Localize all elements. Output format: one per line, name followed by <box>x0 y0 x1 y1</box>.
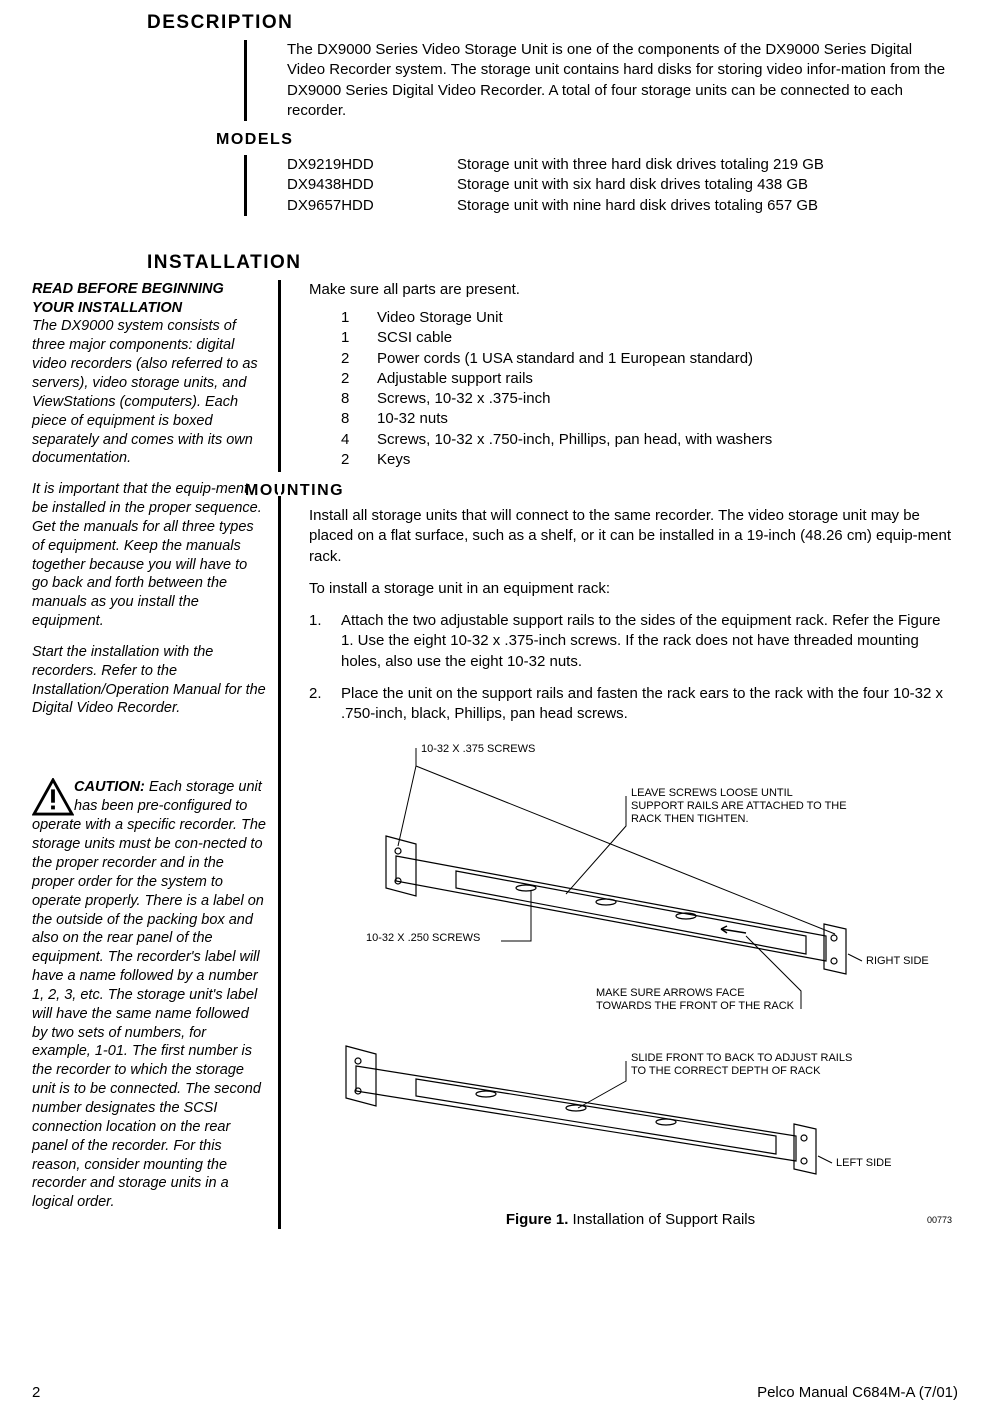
parts-list: 1Video Storage Unit 1SCSI cable 2Power c… <box>341 308 952 470</box>
caution-label: CAUTION: <box>74 779 145 795</box>
model-name: DX9219HDD <box>287 155 457 175</box>
sidebar-para: Start the installation with the recorder… <box>32 643 266 718</box>
step-row: 2. Place the unit on the support rails a… <box>309 684 952 725</box>
figure-id: 00773 <box>927 1215 952 1225</box>
main-content: Make sure all parts are present. 1Video … <box>309 280 958 1230</box>
parts-item: SCSI cable <box>377 328 452 348</box>
callout-b2: SUPPORT RAILS ARE ATTACHED TO THE <box>631 800 847 812</box>
mounting-steps: 1. Attach the two adjustable support rai… <box>309 611 952 724</box>
callout-g: LEFT SIDE <box>836 1157 891 1169</box>
callout-b1: LEAVE SCREWS LOOSE UNTIL <box>631 787 793 799</box>
callout-b3: RACK THEN TIGHTEN. <box>631 813 749 825</box>
parts-row: 2Power cords (1 USA standard and 1 Europ… <box>341 349 952 369</box>
figure-label-rest: Installation of Support Rails <box>568 1211 755 1228</box>
parts-qty: 2 <box>341 450 377 470</box>
parts-qty: 4 <box>341 430 377 450</box>
callout-e1: MAKE SURE ARROWS FACE <box>596 987 745 999</box>
caution-icon <box>32 778 74 816</box>
make-sure-text: Make sure all parts are present. <box>309 280 952 300</box>
step-text: Attach the two adjustable support rails … <box>341 611 952 672</box>
mounting-intro: Install all storage units that will conn… <box>309 506 952 567</box>
parts-item: Adjustable support rails <box>377 369 533 389</box>
parts-qty: 8 <box>341 409 377 429</box>
parts-qty: 2 <box>341 349 377 369</box>
parts-item: Power cords (1 USA standard and 1 Europe… <box>377 349 753 369</box>
model-name: DX9438HDD <box>287 175 457 195</box>
models-heading: MODELS <box>216 131 958 149</box>
model-desc: Storage unit with three hard disk drives… <box>457 155 824 175</box>
models-list: DX9219HDD Storage unit with three hard d… <box>287 155 958 216</box>
description-heading: DESCRIPTION <box>147 12 958 34</box>
parts-item: Video Storage Unit <box>377 308 503 328</box>
model-row: DX9657HDD Storage unit with nine hard di… <box>287 196 958 216</box>
caution-text-body: operate with a specific recorder. The st… <box>32 816 266 1212</box>
main-column: Make sure all parts are present. 1Video … <box>278 280 958 1230</box>
vertical-rule <box>244 155 247 216</box>
figure-label-bold: Figure 1. <box>506 1211 569 1228</box>
parts-item: Screws, 10-32 x .375-inch <box>377 389 550 409</box>
step-row: 1. Attach the two adjustable support rai… <box>309 611 952 672</box>
parts-row: 4Screws, 10-32 x .750-inch, Phillips, pa… <box>341 430 952 450</box>
caution-block: CAUTION: Each storage unit has been pre-… <box>32 778 266 816</box>
page-number: 2 <box>32 1384 40 1401</box>
sidebar-para: The DX9000 system consists of three majo… <box>32 317 266 468</box>
description-text: The DX9000 Series Video Storage Unit is … <box>287 40 948 121</box>
manual-id: Pelco Manual C684M-A (7/01) <box>757 1384 958 1401</box>
installation-wrap: READ BEFORE BEGINNING YOUR INSTALLATION … <box>32 280 958 1230</box>
sidebar-para: It is important that the equip-ment be i… <box>32 480 266 631</box>
parts-row: 8Screws, 10-32 x .375-inch <box>341 389 952 409</box>
parts-row: 2Keys <box>341 450 952 470</box>
model-row: DX9219HDD Storage unit with three hard d… <box>287 155 958 175</box>
model-name: DX9657HDD <box>287 196 457 216</box>
parts-qty: 2 <box>341 369 377 389</box>
step-text: Place the unit on the support rails and … <box>341 684 952 725</box>
figure-svg: 10-32 X .375 SCREWS LEAVE SCREWS LOOSE U… <box>326 736 936 1196</box>
parts-item: Screws, 10-32 x .750-inch, Phillips, pan… <box>377 430 772 450</box>
parts-row: 1Video Storage Unit <box>341 308 952 328</box>
callout-f2: TO THE CORRECT DEPTH OF RACK <box>631 1065 821 1077</box>
caution-text-head: CAUTION: Each storage unit has been pre-… <box>74 778 266 816</box>
page-footer: 2 Pelco Manual C684M-A (7/01) <box>32 1384 958 1401</box>
step-number: 1. <box>309 611 341 672</box>
parts-item: Keys <box>377 450 410 470</box>
model-desc: Storage unit with nine hard disk drives … <box>457 196 818 216</box>
mounting-lead: To install a storage unit in an equipmen… <box>309 579 952 599</box>
model-row: DX9438HDD Storage unit with six hard dis… <box>287 175 958 195</box>
mounting-heading: MOUNTING <box>245 482 952 500</box>
callout-e2: TOWARDS THE FRONT OF THE RACK <box>596 1000 795 1012</box>
callout-a: 10-32 X .375 SCREWS <box>421 743 535 755</box>
parts-qty: 1 <box>341 308 377 328</box>
callout-d: RIGHT SIDE <box>866 955 929 967</box>
description-block: The DX9000 Series Video Storage Unit is … <box>244 40 958 121</box>
parts-qty: 8 <box>341 389 377 409</box>
step-number: 2. <box>309 684 341 725</box>
parts-row: 1SCSI cable <box>341 328 952 348</box>
parts-qty: 1 <box>341 328 377 348</box>
sidebar-heading: READ BEFORE BEGINNING YOUR INSTALLATION <box>32 280 266 318</box>
sidebar: READ BEFORE BEGINNING YOUR INSTALLATION … <box>32 280 278 1230</box>
parts-row: 810-32 nuts <box>341 409 952 429</box>
parts-item: 10-32 nuts <box>377 409 448 429</box>
installation-heading: INSTALLATION <box>147 252 958 274</box>
figure-1: 10-32 X .375 SCREWS LEAVE SCREWS LOOSE U… <box>309 736 952 1229</box>
callout-c: 10-32 X .250 SCREWS <box>366 932 480 944</box>
vertical-rule <box>278 280 281 1230</box>
callout-f1: SLIDE FRONT TO BACK TO ADJUST RAILS <box>631 1052 852 1064</box>
models-block: DX9219HDD Storage unit with three hard d… <box>244 155 958 216</box>
vertical-rule <box>244 40 247 121</box>
parts-row: 2Adjustable support rails <box>341 369 952 389</box>
figure-caption: Figure 1. Installation of Support Rails <box>506 1211 755 1228</box>
model-desc: Storage unit with six hard disk drives t… <box>457 175 808 195</box>
